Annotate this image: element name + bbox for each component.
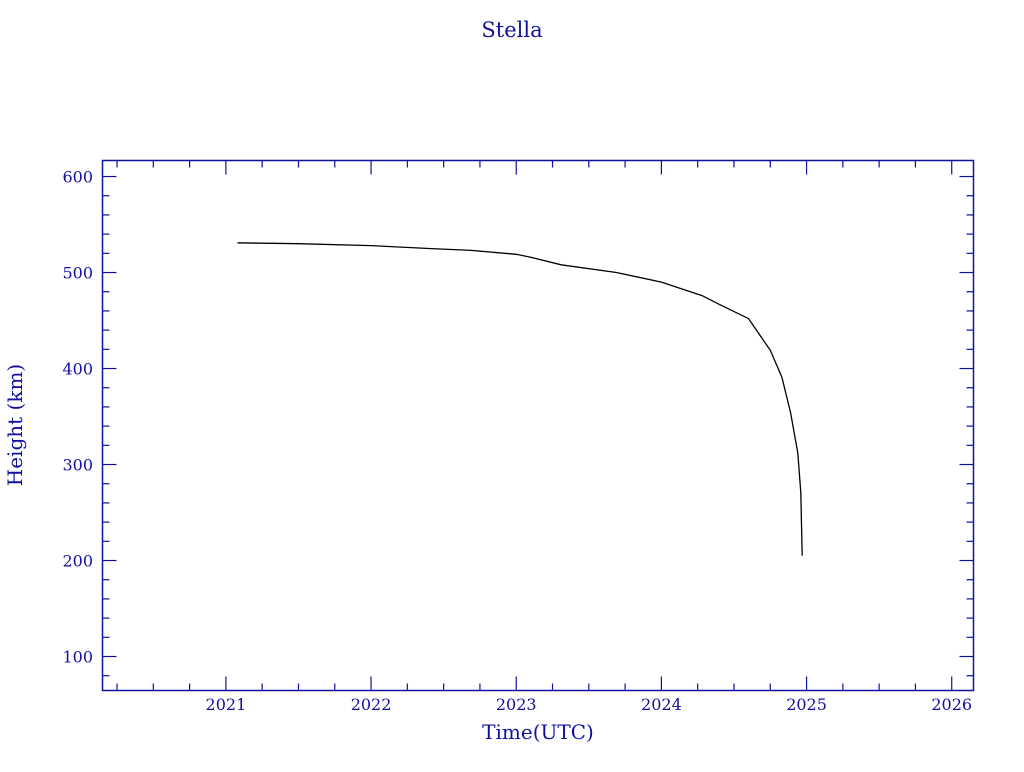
y-tick-label: 200: [62, 552, 93, 571]
chart-title: Stella: [481, 18, 542, 42]
plot-frame: [101, 159, 975, 692]
y-tick-label: 500: [62, 264, 93, 283]
series-line: [237, 242, 803, 556]
y-tick-label: 600: [62, 168, 93, 187]
x-tick-label: 2025: [786, 695, 827, 714]
x-tick-label: 2023: [496, 695, 537, 714]
x-tick-label: 2026: [931, 695, 972, 714]
x-tick-label: 2024: [641, 695, 682, 714]
x-tick-label: 2022: [351, 695, 392, 714]
x-axis-label: Time(UTC): [482, 720, 594, 744]
x-tick-label: 2021: [206, 695, 247, 714]
y-tick-label: 400: [62, 360, 93, 379]
y-tick-label: 300: [62, 456, 93, 475]
y-axis-label: Height (km): [3, 364, 27, 486]
y-tick-label: 100: [62, 648, 93, 667]
